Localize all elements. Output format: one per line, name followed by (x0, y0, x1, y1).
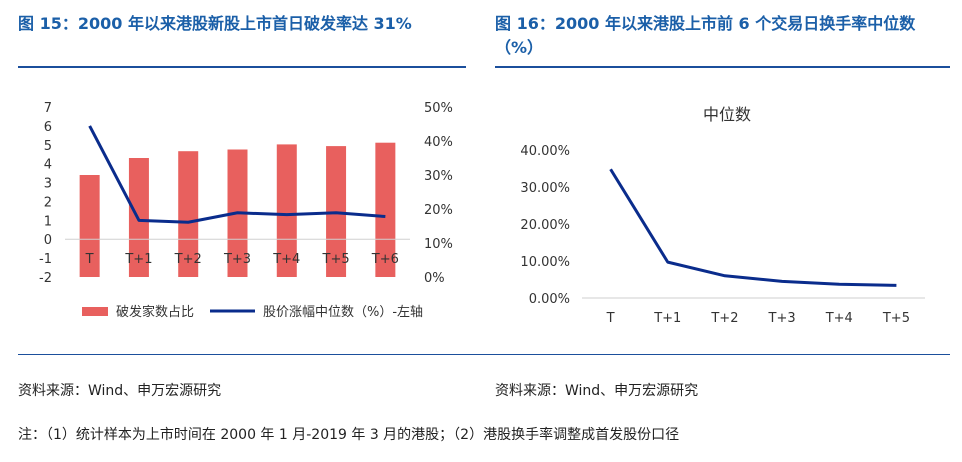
bar-break-ratio (79, 175, 100, 277)
left-y-tick-label: -1 (39, 252, 52, 267)
x-category-label: T+6 (371, 252, 399, 267)
left-title-rule (18, 66, 466, 68)
bar-break-ratio (276, 144, 297, 277)
chart-right: 中位数 40.00% 30.00% 20.00% 10.00% 0.00% T T+1 T+2 T… (520, 105, 925, 326)
legend-label-bar: 破发家数占比 (116, 304, 194, 320)
right-title-rule (495, 66, 950, 68)
x-category-label: T+4 (272, 252, 300, 267)
left-y-tick-label: 7 (44, 101, 52, 116)
x-category-label: T+5 (882, 311, 910, 326)
footnote: 注：（1）统计样本为上市时间在 2000 年 1 月-2019 年 3 月的港股… (18, 427, 680, 443)
x-category-label: T+1 (653, 311, 681, 326)
x-category-label: T+2 (174, 252, 202, 267)
right-y-tick-label: 10% (424, 237, 453, 252)
x-category-label: T (606, 311, 615, 326)
bar-break-ratio (178, 151, 199, 277)
right-y-tick-label: 30% (424, 169, 453, 184)
x-category-label: T (85, 252, 94, 267)
left-y-tick-label: 6 (44, 120, 52, 135)
x-category-label: T+3 (223, 252, 251, 267)
left-y-tick-label: 5 (44, 139, 52, 154)
footer-rule (18, 354, 950, 355)
chart-left: 7 6 5 4 3 2 1 0 -1 -2 50% 40% 30% 20% 10% 0% T T+1 T+2 T+3 T… (39, 101, 453, 320)
y-tick-label: 40.00% (520, 144, 570, 159)
right-source: 资料来源：Wind、申万宏源研究 (495, 383, 699, 399)
figure-16-title: 图 16：2000 年以来港股上市前 6 个交易日换手率中位数（%） (495, 14, 916, 57)
left-y-tick-label: 3 (44, 177, 52, 192)
x-category-label: T+3 (768, 311, 796, 326)
line-median-return (88, 125, 386, 224)
y-tick-label: 10.00% (520, 255, 570, 270)
y-tick-label: 0.00% (529, 292, 570, 307)
left-y-tick-label: 2 (44, 195, 52, 210)
y-tick-label: 20.00% (520, 218, 570, 233)
left-y-tick-label: 1 (44, 214, 52, 229)
bar-break-ratio (375, 142, 396, 277)
figure-15-title: 图 15：2000 年以来港股新股上市首日破发率达 31% (18, 14, 412, 33)
left-y-tick-label: 0 (44, 233, 52, 248)
right-y-tick-label: 40% (424, 135, 453, 150)
right-y-tick-label: 50% (424, 101, 453, 116)
line-turnover-median (609, 168, 897, 287)
left-y-tick-label: -2 (39, 271, 52, 286)
chart-right-title: 中位数 (703, 105, 751, 124)
left-source: 资料来源：Wind、申万宏源研究 (18, 383, 222, 399)
x-category-label: T+4 (825, 311, 853, 326)
y-tick-label: 30.00% (520, 181, 570, 196)
right-y-tick-label: 20% (424, 203, 453, 218)
legend-label-line: 股价涨幅中位数（%）-左轴 (263, 305, 423, 320)
x-category-label: T+5 (322, 252, 350, 267)
legend-swatch-bar (82, 307, 108, 316)
right-y-tick-label: 0% (424, 271, 445, 286)
x-category-label: T+1 (124, 252, 152, 267)
left-y-tick-label: 4 (44, 158, 52, 173)
x-category-label: T+2 (710, 311, 738, 326)
